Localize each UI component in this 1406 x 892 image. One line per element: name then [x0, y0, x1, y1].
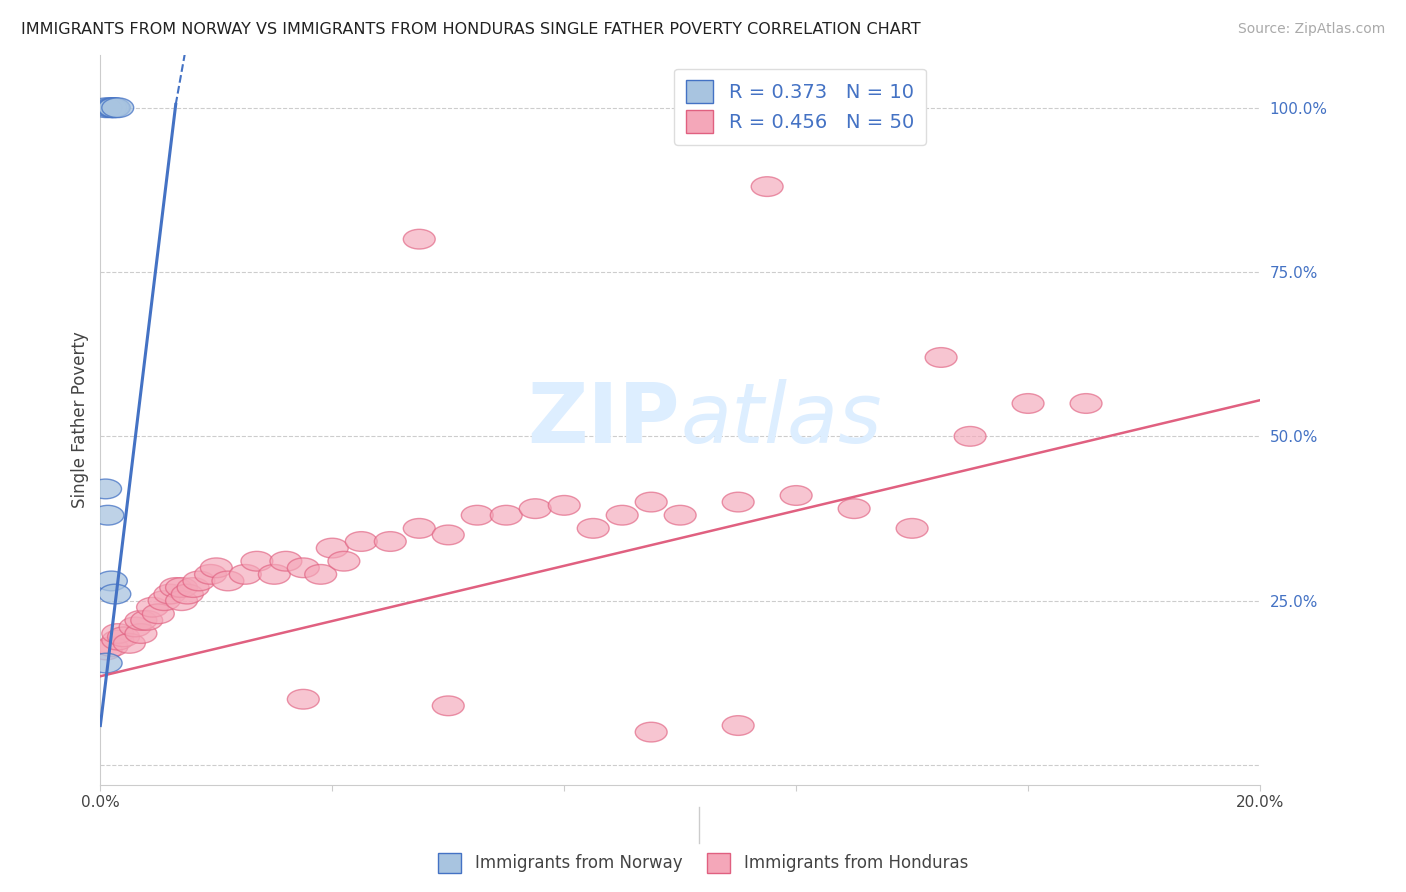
Ellipse shape: [90, 98, 122, 118]
Ellipse shape: [172, 584, 204, 604]
Ellipse shape: [1012, 393, 1045, 413]
Ellipse shape: [98, 98, 131, 118]
Ellipse shape: [94, 98, 127, 118]
Ellipse shape: [101, 631, 134, 650]
Ellipse shape: [1070, 393, 1102, 413]
Ellipse shape: [125, 624, 157, 643]
Ellipse shape: [101, 98, 134, 118]
Ellipse shape: [259, 565, 290, 584]
Ellipse shape: [896, 518, 928, 538]
Ellipse shape: [316, 538, 349, 558]
Ellipse shape: [780, 485, 813, 506]
Ellipse shape: [101, 624, 134, 643]
Text: ZIP: ZIP: [527, 379, 681, 460]
Ellipse shape: [723, 492, 754, 512]
Ellipse shape: [287, 558, 319, 578]
Text: Source: ZipAtlas.com: Source: ZipAtlas.com: [1237, 22, 1385, 37]
Ellipse shape: [98, 584, 131, 604]
Ellipse shape: [432, 525, 464, 545]
Ellipse shape: [751, 177, 783, 196]
Ellipse shape: [142, 604, 174, 624]
Ellipse shape: [177, 578, 209, 598]
Ellipse shape: [578, 518, 609, 538]
Ellipse shape: [194, 565, 226, 584]
Text: IMMIGRANTS FROM NORWAY VS IMMIGRANTS FROM HONDURAS SINGLE FATHER POVERTY CORRELA: IMMIGRANTS FROM NORWAY VS IMMIGRANTS FRO…: [21, 22, 921, 37]
Text: atlas: atlas: [681, 379, 882, 460]
Ellipse shape: [166, 578, 197, 598]
Ellipse shape: [287, 690, 319, 709]
Ellipse shape: [90, 640, 122, 660]
Ellipse shape: [838, 499, 870, 518]
Ellipse shape: [91, 506, 124, 525]
Ellipse shape: [606, 506, 638, 525]
Ellipse shape: [955, 426, 986, 446]
Ellipse shape: [636, 492, 666, 512]
Ellipse shape: [374, 532, 406, 551]
Legend: R = 0.373   N = 10, R = 0.456   N = 50: R = 0.373 N = 10, R = 0.456 N = 50: [675, 69, 925, 145]
Ellipse shape: [96, 637, 128, 657]
Ellipse shape: [240, 551, 273, 571]
Ellipse shape: [160, 578, 191, 598]
Ellipse shape: [346, 532, 377, 551]
Ellipse shape: [201, 558, 232, 578]
Ellipse shape: [270, 551, 302, 571]
Ellipse shape: [97, 98, 129, 118]
Ellipse shape: [328, 551, 360, 571]
Ellipse shape: [90, 653, 122, 673]
Ellipse shape: [925, 348, 957, 368]
Ellipse shape: [404, 229, 436, 249]
Ellipse shape: [229, 565, 262, 584]
Ellipse shape: [148, 591, 180, 610]
Ellipse shape: [108, 627, 139, 647]
Ellipse shape: [125, 610, 157, 631]
Ellipse shape: [183, 571, 215, 591]
Ellipse shape: [120, 617, 150, 637]
Ellipse shape: [166, 591, 197, 610]
Ellipse shape: [491, 506, 522, 525]
Ellipse shape: [723, 715, 754, 735]
Ellipse shape: [305, 565, 336, 584]
Ellipse shape: [136, 598, 169, 617]
Ellipse shape: [636, 723, 666, 742]
Legend: Immigrants from Norway, Immigrants from Honduras: Immigrants from Norway, Immigrants from …: [432, 847, 974, 880]
Ellipse shape: [664, 506, 696, 525]
Ellipse shape: [548, 495, 581, 516]
Y-axis label: Single Father Poverty: Single Father Poverty: [72, 332, 89, 508]
Ellipse shape: [131, 610, 163, 631]
Ellipse shape: [114, 633, 145, 653]
Ellipse shape: [90, 479, 121, 499]
Ellipse shape: [404, 518, 436, 538]
Ellipse shape: [155, 584, 186, 604]
Ellipse shape: [432, 696, 464, 715]
Ellipse shape: [96, 571, 128, 591]
Ellipse shape: [461, 506, 494, 525]
Ellipse shape: [212, 571, 243, 591]
Ellipse shape: [519, 499, 551, 518]
